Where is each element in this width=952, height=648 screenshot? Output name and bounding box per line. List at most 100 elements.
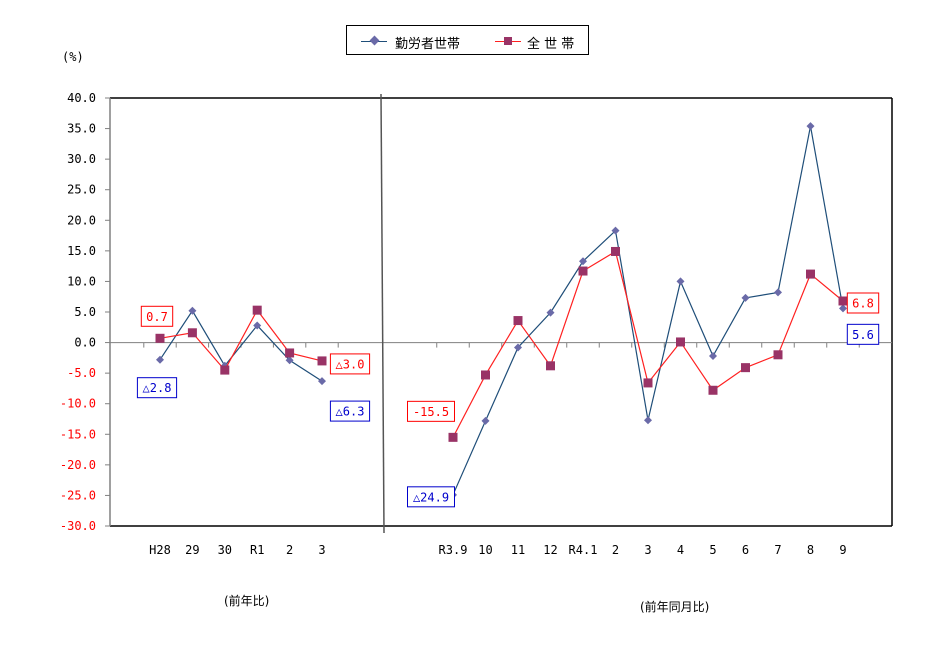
diamond-marker-icon <box>156 355 164 364</box>
data-label-box <box>329 353 371 375</box>
data-label-box <box>140 305 174 327</box>
series-workers-line <box>159 309 323 382</box>
y-tick-label: 20.0 <box>67 213 96 227</box>
square-marker-icon <box>708 385 718 395</box>
square-marker-icon <box>481 370 490 380</box>
diamond-marker-icon <box>188 306 197 315</box>
square-marker-icon <box>504 37 512 45</box>
data-label: △2.8 <box>143 381 172 395</box>
x-tick-label: R4.1 <box>569 543 598 557</box>
square-marker-icon <box>611 246 620 256</box>
data-label-box <box>329 400 371 422</box>
square-marker-icon <box>155 333 165 343</box>
square-marker-icon <box>513 316 523 326</box>
x-tick-label: R1 <box>250 543 264 557</box>
y-tick-label: 35.0 <box>67 122 96 136</box>
x-tick-label: 5 <box>709 543 716 557</box>
square-marker-icon <box>252 305 262 315</box>
diamond-marker-icon <box>253 321 262 330</box>
diamond-marker-icon <box>644 416 652 425</box>
data-label: △24.9 <box>413 490 449 504</box>
x-tick-label: 9 <box>839 543 846 557</box>
legend: 勤労者世帯 全 世 帯 <box>346 25 589 55</box>
diamond-marker-icon <box>481 416 490 425</box>
y-axis-unit-label: (%) <box>62 50 84 64</box>
data-label-box <box>407 486 455 508</box>
x-tick-label: 10 <box>478 543 492 557</box>
square-marker-icon <box>187 328 197 338</box>
data-label: 6.8 <box>852 296 874 310</box>
x-tick-label: 12 <box>543 543 557 557</box>
data-label: -15.5 <box>413 405 449 419</box>
square-marker-icon <box>448 432 458 442</box>
y-tick-label: 30.0 <box>67 152 96 166</box>
x-tick-label: H28 <box>149 543 171 557</box>
y-tick-label: 25.0 <box>67 183 96 197</box>
diamond-marker-icon <box>579 257 587 266</box>
diamond-marker-icon <box>741 293 750 302</box>
y-tick-label: -10.0 <box>60 397 96 411</box>
series-all-line <box>159 309 323 372</box>
diamond-marker-icon <box>514 343 522 352</box>
x-tick-label: 6 <box>742 543 749 557</box>
y-tick-label: -30.0 <box>60 519 96 533</box>
x-tick-label: 2 <box>286 543 293 557</box>
legend-label-workers: 勤労者世帯 <box>395 37 461 52</box>
square-marker-icon <box>578 266 588 276</box>
x-tick-label: 3 <box>644 543 651 557</box>
square-marker-icon <box>546 361 555 371</box>
data-label: 0.7 <box>146 310 168 324</box>
series-all-line <box>452 250 844 438</box>
square-marker-icon <box>643 378 653 388</box>
y-tick-label: -5.0 <box>67 366 96 380</box>
diamond-marker-icon <box>546 308 555 317</box>
data-label-box <box>846 323 880 345</box>
y-tick-label: -25.0 <box>60 488 96 502</box>
legend-label-all: 全 世 帯 <box>527 37 575 52</box>
square-marker-icon <box>838 296 848 306</box>
data-label-box <box>846 292 880 314</box>
data-label-box <box>407 400 455 422</box>
x-tick-label: 29 <box>185 543 199 557</box>
x-tick-label: 7 <box>774 543 781 557</box>
data-label: △6.3 <box>336 405 365 419</box>
square-marker-icon <box>806 269 815 279</box>
x-tick-label: 2 <box>612 543 619 557</box>
panel-divider <box>380 93 385 534</box>
square-marker-icon <box>220 365 230 375</box>
square-marker-icon <box>741 363 750 373</box>
square-marker-icon <box>317 356 327 366</box>
y-tick-label: 5.0 <box>74 305 96 319</box>
x-tick-label: 11 <box>511 543 525 557</box>
left-section-label: (前年比) <box>224 594 270 608</box>
y-tick-label: 10.0 <box>67 274 96 288</box>
x-tick-label: 30 <box>218 543 232 557</box>
y-tick-label: -20.0 <box>60 458 96 472</box>
diamond-marker-icon <box>676 277 685 286</box>
x-tick-label: R3.9 <box>439 543 468 557</box>
diamond-marker-icon <box>318 377 326 386</box>
data-label: 5.6 <box>852 328 874 342</box>
square-marker-icon <box>773 350 783 360</box>
diamond-marker-icon <box>839 304 847 313</box>
series-workers-line <box>452 126 844 496</box>
square-marker-icon <box>676 337 685 347</box>
x-tick-label: 3 <box>318 543 325 557</box>
diamond-marker-icon <box>285 356 294 365</box>
diamond-marker-icon <box>806 122 815 131</box>
diamond-marker-icon <box>774 288 782 297</box>
y-tick-label: -15.0 <box>60 427 96 441</box>
y-tick-label: 0.0 <box>74 336 96 350</box>
diamond-marker-icon <box>611 226 620 235</box>
x-tick-label: 4 <box>677 543 684 557</box>
data-label: △3.0 <box>336 357 365 371</box>
data-label-box <box>136 377 178 399</box>
diamond-marker-icon <box>369 35 380 46</box>
x-tick-label: 8 <box>807 543 814 557</box>
y-tick-label: 15.0 <box>67 244 96 258</box>
diamond-marker-icon <box>709 352 717 361</box>
square-marker-icon <box>285 348 295 358</box>
right-section-label: (前年同月比) <box>640 600 710 614</box>
y-tick-label: 40.0 <box>67 91 96 105</box>
